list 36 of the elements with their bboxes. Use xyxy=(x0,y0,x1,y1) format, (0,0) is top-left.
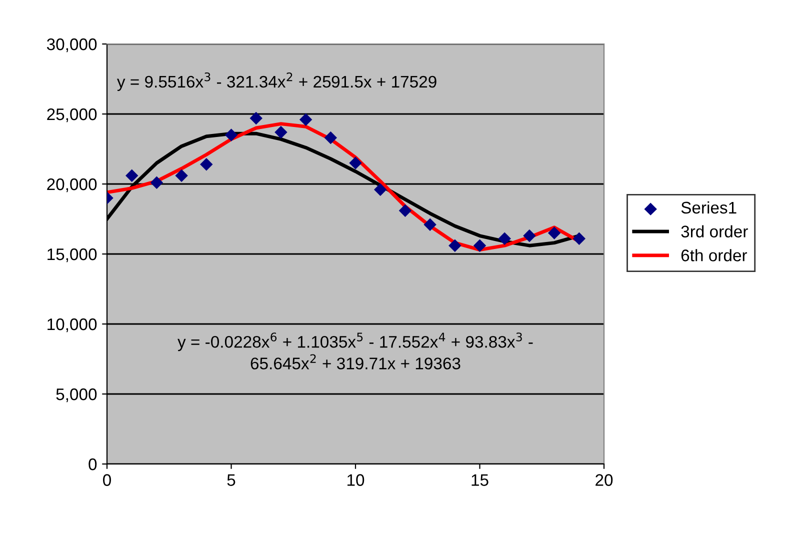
point xyxy=(175,169,188,182)
point xyxy=(424,218,436,231)
point xyxy=(299,113,312,126)
point xyxy=(374,183,387,196)
point xyxy=(200,158,213,171)
legend-label: 3rd order xyxy=(681,225,748,238)
y-tick-label: 25,000 xyxy=(47,108,97,122)
point xyxy=(250,112,262,125)
x-tick-label: 20 xyxy=(596,474,613,486)
annotation: y = 9.5516x$^{3}$ - 321.34x$^{2}$ + 2591.5x + 17529 xyxy=(116,72,436,91)
point xyxy=(224,128,238,142)
point xyxy=(125,169,138,182)
point xyxy=(498,232,511,245)
y-tick-label: 10,000 xyxy=(48,318,97,332)
point xyxy=(473,239,486,252)
point xyxy=(150,176,164,189)
x-tick-label: 0 xyxy=(103,474,111,486)
y-tick-label: 20,000 xyxy=(47,178,97,192)
point xyxy=(349,156,362,170)
point xyxy=(548,226,561,240)
point xyxy=(274,126,288,139)
x-tick-label: 10 xyxy=(348,474,364,486)
x-tick-label: 15 xyxy=(472,474,488,486)
y-tick-label: 30,000 xyxy=(46,38,97,52)
text: y = -0.0228x$^{6}$ + 1.1035x$^{5}$ - 17.552x$^{4}$ + 93.83x$^{3}$ - 65.645x$^{2}$ + 319.71x + 19363 xyxy=(178,332,533,370)
y-tick-label: 15,000 xyxy=(48,248,97,262)
x-tick-label: 5 xyxy=(227,474,236,486)
legend-label: Series1 xyxy=(681,201,736,214)
legend-label: 6th order xyxy=(681,249,748,262)
y-tick-label: 0 xyxy=(88,458,97,470)
point xyxy=(448,239,462,252)
point xyxy=(398,204,412,217)
point xyxy=(324,131,338,144)
point xyxy=(523,229,536,242)
y-tick-label: 5,000 xyxy=(56,388,97,402)
point xyxy=(572,232,586,245)
